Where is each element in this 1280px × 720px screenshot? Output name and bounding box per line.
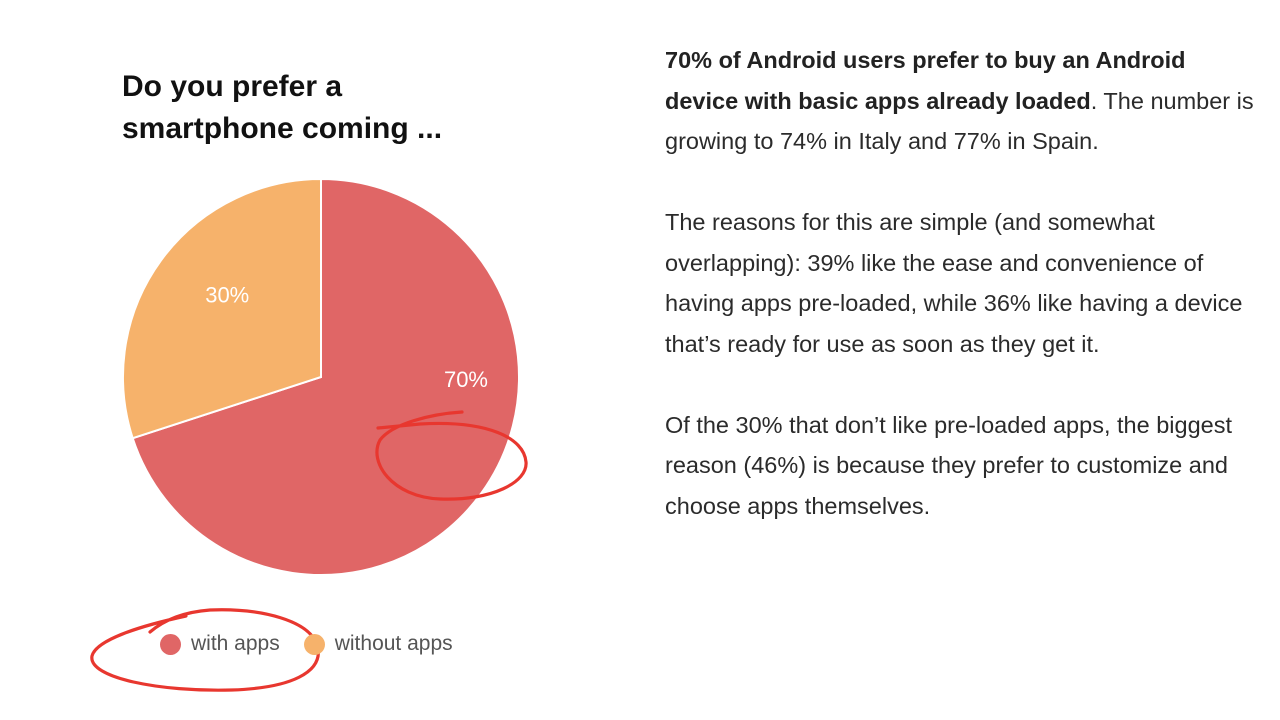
article-paragraph-3: Of the 30% that don’t like pre-loaded ap… [665,411,1232,519]
chart-title: Do you prefer a smartphone coming ... [122,66,562,150]
article-paragraph-1: 70% of Android users prefer to buy an An… [665,40,1255,162]
legend-swatch-with-apps [160,633,181,655]
chart-title-line-1: Do you prefer a [122,70,343,103]
article-paragraph-1-rest: . The number is growing to 74% in Italy … [665,87,1254,155]
pie-slice-with-apps [131,177,520,576]
article-paragraph-2: The reasons for this are simple (and som… [665,209,1243,357]
pie-label-with-apps: 70% [444,367,488,392]
chart-title-line-2: smartphone coming ... [122,112,443,145]
legend-label-with-apps: with apps [191,632,280,655]
legend-item-without-apps: without apps [303,632,453,656]
chart-legend: with apps without apps [160,632,477,656]
article-text: 70% of Android users prefer to buy an An… [665,40,1255,567]
pie-slice-without-apps [122,177,322,440]
legend-swatch-without-apps [303,633,325,655]
legend-label-without-apps: without apps [334,632,453,655]
pie-label-without-apps: 30% [205,282,249,307]
annotation-circle-70-percent [375,410,528,501]
article-highlight: 70% of Android users prefer to buy an An… [665,47,1186,114]
legend-item-with-apps: with apps [160,632,280,656]
